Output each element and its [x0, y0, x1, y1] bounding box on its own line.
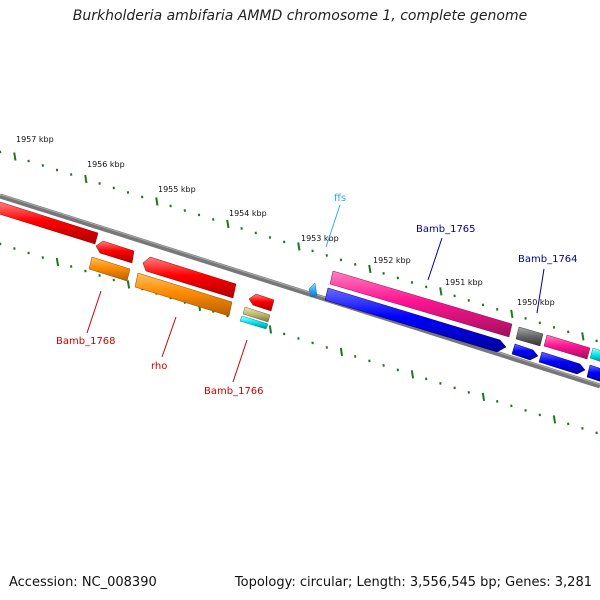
innerTicks-tick	[126, 280, 131, 289]
gene-label-ffs[interactable]: ffs	[334, 193, 346, 204]
gene-rho-upstream[interactable]	[142, 256, 237, 299]
genome-summary-text: Topology: circular; Length: 3,556,545 bp…	[234, 575, 592, 590]
gene-label-rho[interactable]: rho	[151, 361, 167, 372]
innerTicks-tick	[481, 392, 486, 402]
accession-text: Accession: NC_008390	[9, 575, 157, 590]
gene-bamb1766-cyan[interactable]	[239, 315, 269, 330]
leader-rho	[161, 316, 177, 358]
outerTicks-tick	[13, 152, 17, 161]
gene-orange-small[interactable]	[88, 256, 131, 282]
chromosome-backbone-highlight	[0, 194, 600, 385]
gene-rho[interactable]	[134, 272, 233, 317]
outerTicks-tick	[581, 332, 585, 341]
scale-label-1952: 1952 kbp	[373, 256, 411, 265]
leader-ffs	[325, 204, 341, 248]
scale-label-1955: 1955 kbp	[158, 185, 196, 194]
gene-bamb1768-region[interactable]	[0, 201, 99, 245]
gene-bamb1764[interactable]	[515, 326, 544, 347]
gene-blue-edge[interactable]	[586, 364, 600, 382]
scale-label-1950: 1950 kbp	[517, 298, 555, 307]
gene-blue-short[interactable]	[511, 343, 539, 361]
gene-label-bamb1765[interactable]: Bamb_1765	[416, 224, 476, 235]
label-leader-lines	[86, 204, 545, 383]
outer-scale-ticks	[0, 150, 598, 343]
innerTicks-tick	[55, 257, 60, 267]
leader-bamb1765	[427, 237, 443, 281]
leader-bamb1768	[86, 290, 102, 334]
reverse-strand-genes	[88, 256, 600, 382]
scale-label-1951: 1951 kbp	[445, 278, 483, 287]
gene-pink-right[interactable]	[543, 334, 591, 360]
scale-label-1954: 1954 kbp	[229, 209, 267, 218]
gene-label-bamb1764[interactable]: Bamb_1764	[518, 254, 578, 265]
gene-bamb1766-tan[interactable]	[242, 306, 271, 323]
outerTicks-tick	[155, 197, 159, 206]
scale-label-1956: 1956 kbp	[87, 160, 125, 169]
scale-label-1953: 1953 kbp	[301, 234, 339, 243]
forward-strand-genes	[0, 201, 600, 362]
scale-label-1957: 1957 kbp	[16, 135, 54, 144]
outerTicks-tick	[84, 174, 88, 184]
gene-blue-long[interactable]	[324, 287, 507, 353]
outerTicks-tick	[368, 264, 372, 274]
outerTicks-tick	[226, 219, 230, 229]
innerTicks-tick	[410, 370, 415, 379]
leader-bamb1764	[536, 268, 545, 314]
chromosome-backbone	[0, 193, 600, 389]
gene-cyan-right[interactable]	[589, 347, 600, 362]
innerTicks-tick	[268, 325, 273, 334]
gene-ffs[interactable]	[308, 282, 318, 298]
leader-bamb1766	[232, 339, 248, 383]
gene-blue-medium[interactable]	[538, 351, 586, 375]
outerTicks-tick	[297, 242, 301, 251]
innerTicks-tick	[552, 415, 557, 424]
gene-label-bamb1766[interactable]: Bamb_1766	[204, 386, 264, 397]
gene-red-small-arrow[interactable]	[95, 240, 135, 264]
gene-label-bamb1768[interactable]: Bamb_1768	[56, 336, 116, 347]
innerTicks-tick	[339, 347, 344, 357]
gene-bamb1765[interactable]	[329, 270, 513, 338]
outerTicks-tick	[439, 287, 443, 296]
map-title: Burkholderia ambifaria AMMD chromosome 1…	[72, 8, 528, 24]
outerTicks-tick	[510, 309, 514, 319]
gene-red-short-arrow[interactable]	[248, 293, 275, 312]
